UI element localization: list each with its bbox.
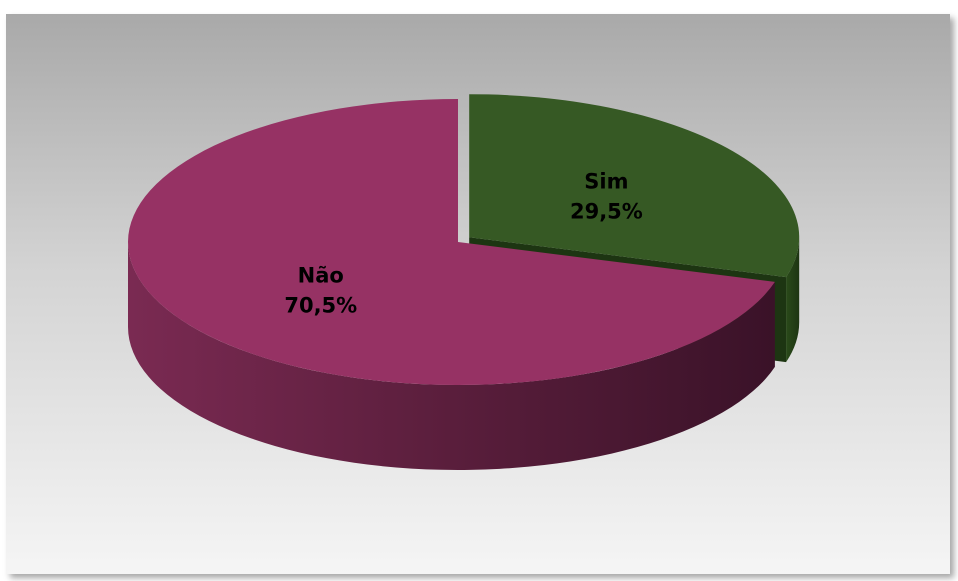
pie-side-sim: [786, 237, 800, 363]
pie-slice-n-o: [128, 99, 775, 385]
pie-slice-sim: [469, 94, 800, 278]
chart-area: Sim 29,5% Não 70,5%: [6, 14, 950, 574]
slice-label-sim: Sim: [584, 170, 628, 194]
slice-value-sim: 29,5%: [570, 200, 643, 224]
pie-chart: Sim 29,5% Não 70,5%: [128, 94, 800, 470]
pie-side-n-o: [128, 242, 775, 470]
slice-label-n-o: Não: [298, 264, 344, 288]
slice-value-n-o: 70,5%: [284, 294, 357, 318]
